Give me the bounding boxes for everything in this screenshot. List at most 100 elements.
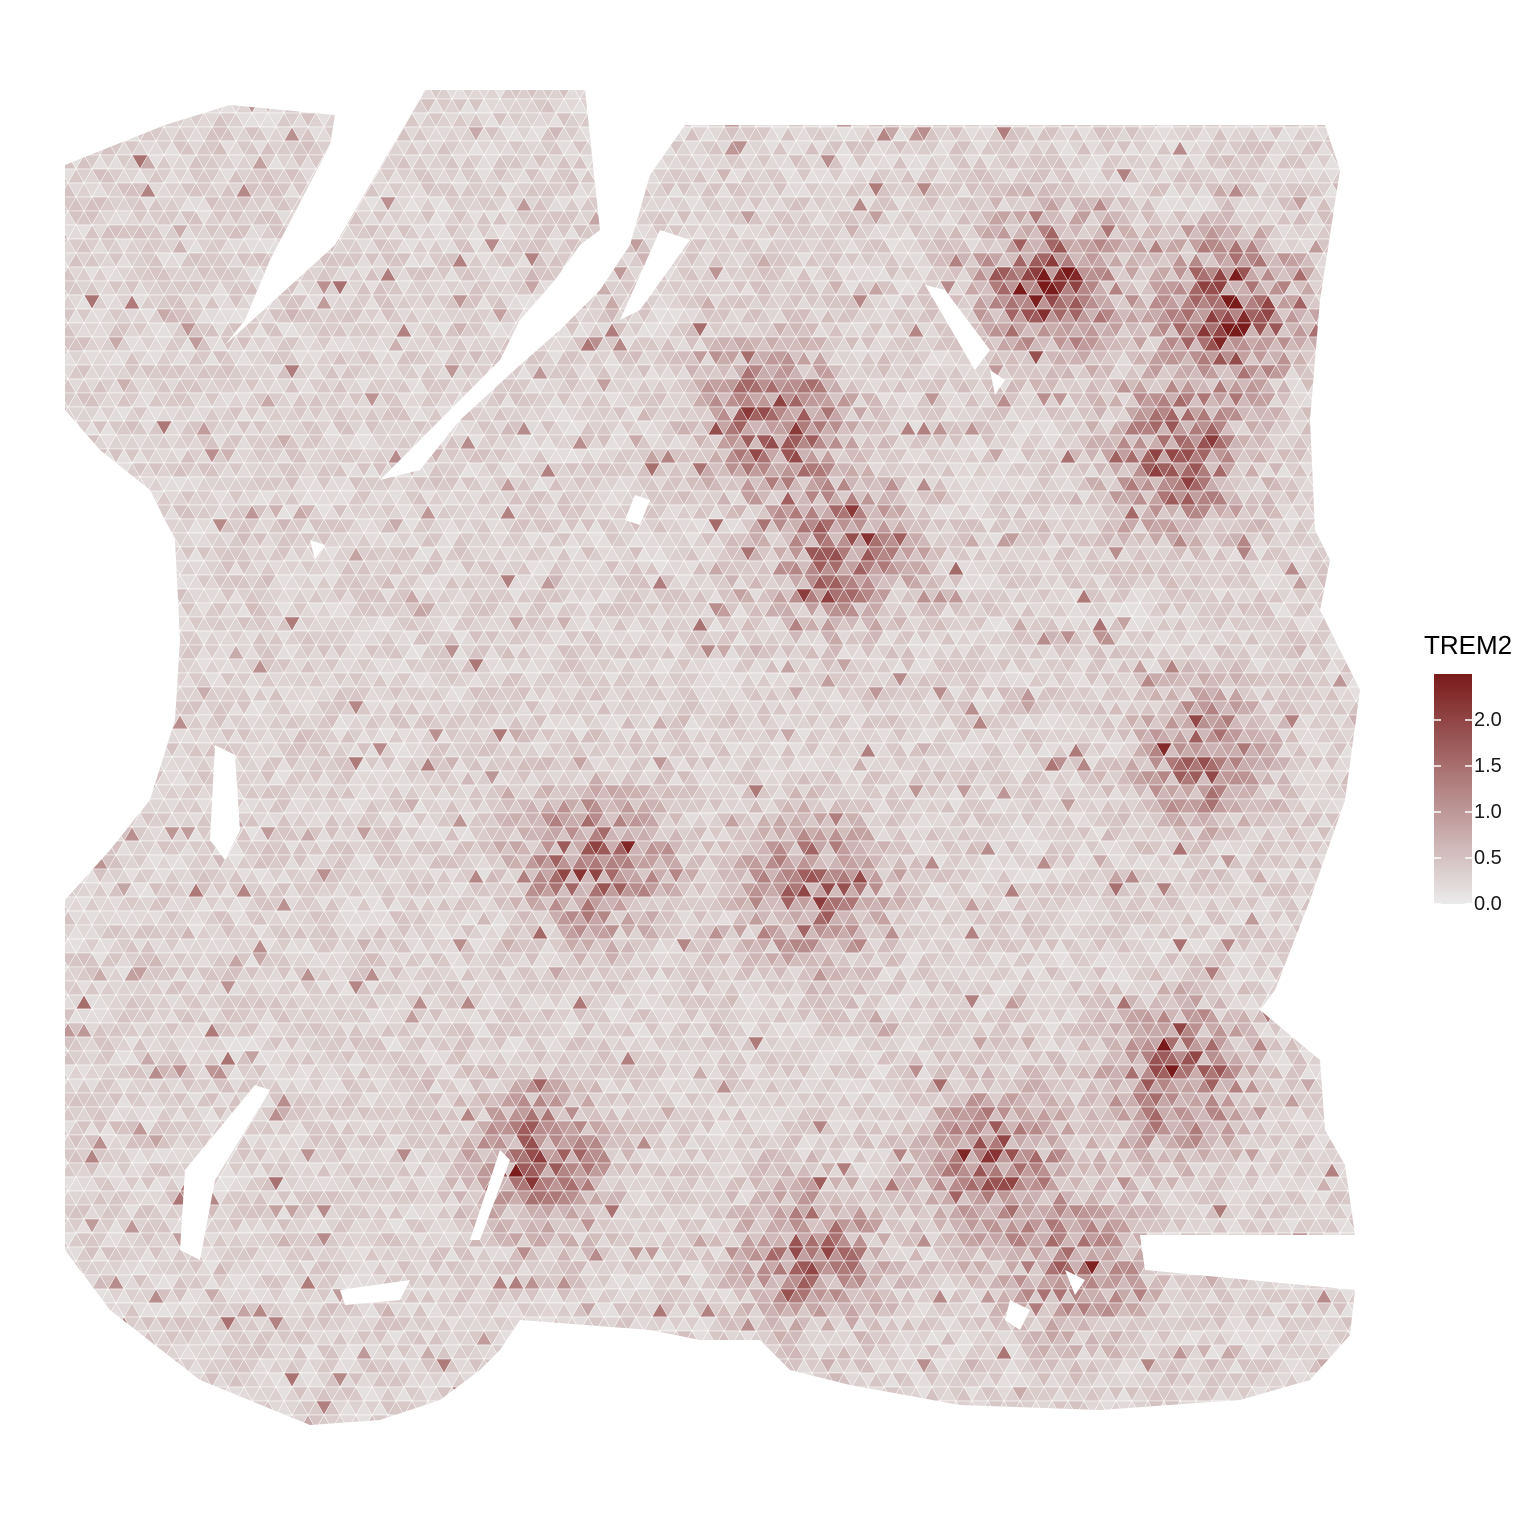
expression-spot (1372, 407, 1388, 421)
expression-spot (1347, 112, 1360, 128)
expression-spot (299, 90, 317, 100)
expression-spot (227, 90, 245, 100)
expression-spot (1331, 210, 1349, 226)
expression-spot (1027, 90, 1045, 100)
expression-spot (1372, 211, 1388, 225)
expression-spot (339, 98, 357, 114)
expression-spot (99, 462, 117, 478)
expression-spot (1364, 183, 1380, 197)
expression-spot (1227, 98, 1245, 114)
expression-spot (1380, 183, 1396, 197)
expression-spot (627, 126, 645, 142)
expression-spot (739, 112, 757, 128)
expression-spot (67, 112, 85, 128)
expression-spot (1355, 350, 1360, 366)
expression-spot (787, 112, 805, 128)
expression-spot (571, 280, 589, 296)
expression-spot (1323, 350, 1341, 366)
expression-spot (1067, 98, 1085, 114)
expression-spot (859, 98, 877, 114)
expression-spot (67, 140, 85, 156)
expression-spot (1339, 112, 1357, 128)
expression-spot (83, 476, 101, 492)
expression-spot (787, 98, 805, 114)
expression-spot (75, 126, 93, 142)
expression-spot (339, 154, 357, 170)
expression-spot (667, 112, 685, 128)
expression-spot (747, 90, 765, 100)
expression-spot (1315, 90, 1333, 100)
expression-spot (427, 434, 445, 450)
expression-spot (1051, 90, 1069, 100)
expression-spot (371, 98, 389, 114)
expression-spot (643, 98, 661, 114)
expression-spot (643, 126, 661, 142)
expression-spot (1372, 169, 1388, 183)
expression-spot (435, 420, 453, 436)
expression-spot (795, 112, 813, 128)
expression-spot (771, 98, 789, 114)
expression-spot (355, 140, 373, 156)
expression-spot (1283, 90, 1301, 100)
expression-spot (1035, 90, 1053, 100)
expression-spot (987, 90, 1005, 100)
expression-spot (75, 112, 93, 128)
expression-spot (1291, 112, 1309, 128)
expression-spot (619, 210, 637, 226)
expression-spot (1323, 420, 1341, 436)
expression-spot (1372, 323, 1388, 337)
expression-spot (779, 98, 797, 114)
expression-spot (843, 112, 861, 128)
expression-spot (683, 98, 701, 114)
expression-spot (1380, 393, 1396, 407)
expression-spot (347, 154, 365, 170)
expression-spot (1380, 379, 1396, 393)
expression-spot (707, 90, 725, 100)
expression-spot (1355, 294, 1360, 310)
expression-spot (867, 112, 885, 128)
expression-spot (1339, 224, 1357, 240)
expression-spot (1323, 322, 1341, 338)
expression-spot (1331, 420, 1349, 436)
expression-spot (563, 294, 581, 310)
expression-spot (899, 90, 917, 100)
expression-spot (1339, 168, 1357, 184)
expression-spot (1347, 280, 1360, 296)
expression-spot (1011, 112, 1029, 128)
expression-spot (995, 112, 1013, 128)
expression-spot (1227, 90, 1245, 100)
expression-spot (1364, 281, 1380, 295)
expression-spot (267, 98, 285, 114)
expression-spot (1323, 90, 1341, 100)
expression-spot (1331, 112, 1349, 128)
expression-spot (1163, 98, 1181, 114)
expression-spot (1364, 141, 1380, 155)
expression-spot (1179, 90, 1197, 100)
expression-spot (531, 308, 549, 324)
expression-spot (83, 448, 101, 464)
expression-spot (1155, 112, 1173, 128)
expression-spot (91, 490, 109, 506)
expression-spot (1347, 476, 1360, 492)
expression-spot (1339, 280, 1357, 296)
expression-spot (1331, 378, 1349, 394)
expression-spot (619, 126, 637, 142)
expression-spot (44, 421, 60, 435)
expression-spot (1323, 392, 1341, 408)
expression-spot (323, 98, 341, 114)
expression-spot (1315, 378, 1333, 394)
expression-spot (603, 210, 621, 226)
expression-spot (891, 112, 909, 128)
expression-spot (283, 224, 301, 240)
expression-spot (1067, 90, 1085, 100)
expression-spot (1388, 351, 1404, 365)
expression-spot (171, 90, 189, 100)
expression-spot (139, 90, 157, 100)
expression-spot (995, 90, 1013, 100)
expression-spot (347, 168, 365, 184)
expression-spot (1315, 322, 1333, 338)
expression-spot (91, 462, 109, 478)
expression-spot (1380, 435, 1396, 449)
expression-spot (579, 238, 597, 254)
expression-spot (603, 168, 621, 184)
